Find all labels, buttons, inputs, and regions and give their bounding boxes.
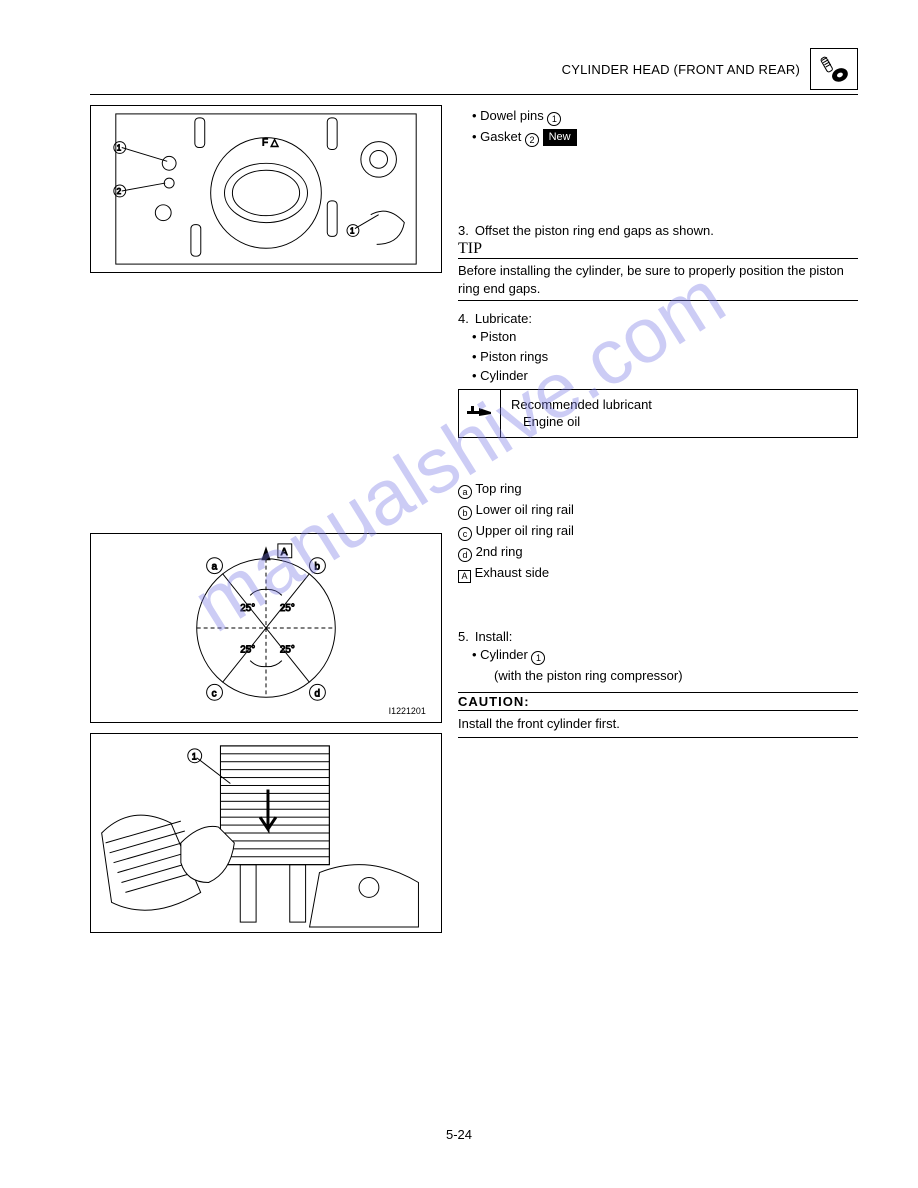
lubricant-spec: Recommended lubricant Engine oil	[458, 389, 858, 438]
legend-d: d 2nd ring	[458, 543, 858, 562]
header-icon	[810, 48, 858, 90]
callout-cyl: 1	[531, 651, 545, 665]
step-5: 5. Install:	[458, 629, 858, 644]
page-header: CYLINDER HEAD (FRONT AND REAR)	[90, 48, 858, 95]
gasket-line: • Gasket 2 New	[472, 128, 858, 147]
callout-1: 1	[547, 112, 561, 126]
figure-3: 1	[90, 733, 442, 933]
legend-c: c Upper oil ring rail	[458, 522, 858, 541]
header-title: CYLINDER HEAD (FRONT AND REAR)	[562, 62, 800, 77]
oil-can-icon	[459, 390, 501, 437]
step-3: 3. Offset the piston ring end gaps as sh…	[458, 223, 858, 238]
svg-text:d: d	[314, 688, 320, 699]
figures-column: F △ 1 2 1	[90, 105, 442, 943]
svg-text:c: c	[212, 688, 217, 699]
caution-label: CAUTION:	[458, 692, 858, 711]
tip-title: TIP	[458, 240, 858, 258]
caution-block: CAUTION: Install the front cylinder firs…	[458, 692, 858, 738]
svg-text:a: a	[212, 562, 218, 573]
step-4: 4. Lubricate:	[458, 311, 858, 326]
new-badge: New	[543, 129, 577, 146]
svg-text:F △: F △	[262, 138, 279, 149]
compressor-note: (with the piston ring compressor)	[472, 667, 858, 685]
legend-a: a Top ring	[458, 480, 858, 499]
svg-text:1: 1	[350, 226, 354, 235]
svg-text:25°: 25°	[280, 603, 295, 614]
lubricant-label: Recommended lubricant	[511, 396, 847, 414]
svg-text:A: A	[281, 547, 288, 558]
figure-1: F △ 1 2 1	[90, 105, 442, 273]
lubricant-value: Engine oil	[511, 413, 847, 431]
page-number: 5-24	[446, 1127, 472, 1142]
svg-text:1: 1	[192, 752, 197, 762]
figure-2-code: I1221201	[389, 706, 426, 716]
cylinder-item: • Cylinder 1	[472, 646, 858, 665]
svg-text:1: 1	[117, 143, 121, 152]
text-column: • Dowel pins 1 • Gasket 2 New 3. Offset …	[458, 105, 858, 943]
svg-text:25°: 25°	[240, 603, 255, 614]
svg-text:25°: 25°	[280, 645, 295, 656]
svg-text:2: 2	[117, 187, 121, 196]
tip-text: Before installing the cylinder, be sure …	[458, 262, 858, 297]
callout-2: 2	[525, 133, 539, 147]
svg-text:25°: 25°	[240, 645, 255, 656]
caution-text: Install the front cylinder first.	[458, 715, 858, 733]
legend-A: A Exhaust side	[458, 564, 858, 583]
figure-2: 25° 25° 25° 25° a b c d A I1221201	[90, 533, 442, 723]
legend-b: b Lower oil ring rail	[458, 501, 858, 520]
svg-text:b: b	[314, 562, 320, 573]
install-line: • Dowel pins 1	[472, 107, 858, 126]
